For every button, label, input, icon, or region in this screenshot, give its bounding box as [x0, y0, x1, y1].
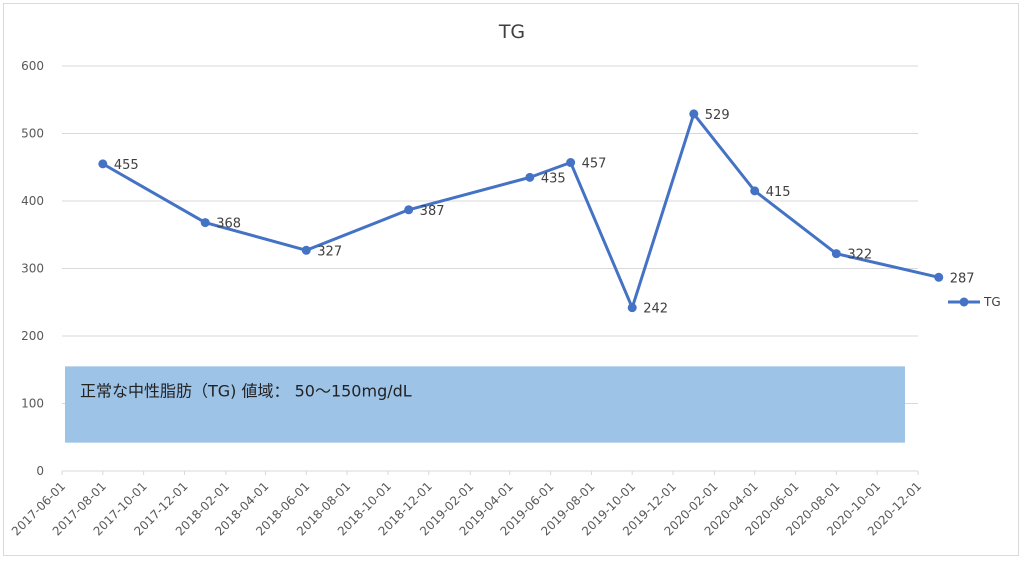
data-label: 368	[216, 217, 241, 232]
data-label: 435	[541, 171, 566, 186]
y-tick-label: 200	[21, 329, 44, 343]
data-point	[831, 249, 841, 259]
data-label: 287	[950, 271, 975, 286]
legend: TG	[948, 295, 1001, 309]
data-label: 455	[114, 158, 139, 173]
data-label: 387	[420, 204, 445, 219]
y-tick-label: 300	[21, 262, 44, 276]
data-point	[301, 245, 311, 255]
data-point	[404, 205, 414, 215]
series-line	[102, 112, 940, 310]
y-tick-label: 400	[21, 194, 44, 208]
normal-range-band	[65, 366, 905, 443]
chart-frame	[3, 3, 1019, 556]
data-point	[934, 272, 944, 282]
y-tick-label: 0	[36, 464, 44, 478]
chart-title: TG	[498, 21, 525, 43]
data-point	[689, 109, 699, 119]
data-label: 415	[766, 185, 791, 200]
data-label: 457	[582, 157, 607, 172]
series-tg	[98, 109, 944, 313]
data-point	[627, 303, 637, 313]
legend-marker	[959, 297, 969, 307]
x-axis-ticks: 2017-06-012017-08-012017-10-012017-12-01…	[9, 471, 924, 538]
legend-label: TG	[983, 295, 1001, 309]
y-tick-label: 100	[21, 397, 44, 411]
data-label: 322	[847, 248, 872, 263]
y-tick-label: 500	[21, 127, 44, 141]
data-point	[750, 186, 760, 196]
data-labels: 455 368 327 387 435 457 242 529 415 322 287	[114, 108, 975, 317]
data-point	[200, 218, 210, 228]
data-label: 242	[643, 302, 668, 317]
y-axis-ticks: 0 100 200 300 400 500 600	[21, 59, 44, 478]
data-point	[566, 158, 576, 168]
data-point	[98, 159, 108, 169]
normal-range-label: 正常な中性脂肪（TG) 値域： 50～150mg/dL	[80, 381, 412, 400]
data-label: 327	[317, 244, 342, 259]
data-label: 529	[705, 108, 730, 123]
data-point	[525, 172, 535, 182]
y-tick-label: 600	[21, 59, 44, 73]
